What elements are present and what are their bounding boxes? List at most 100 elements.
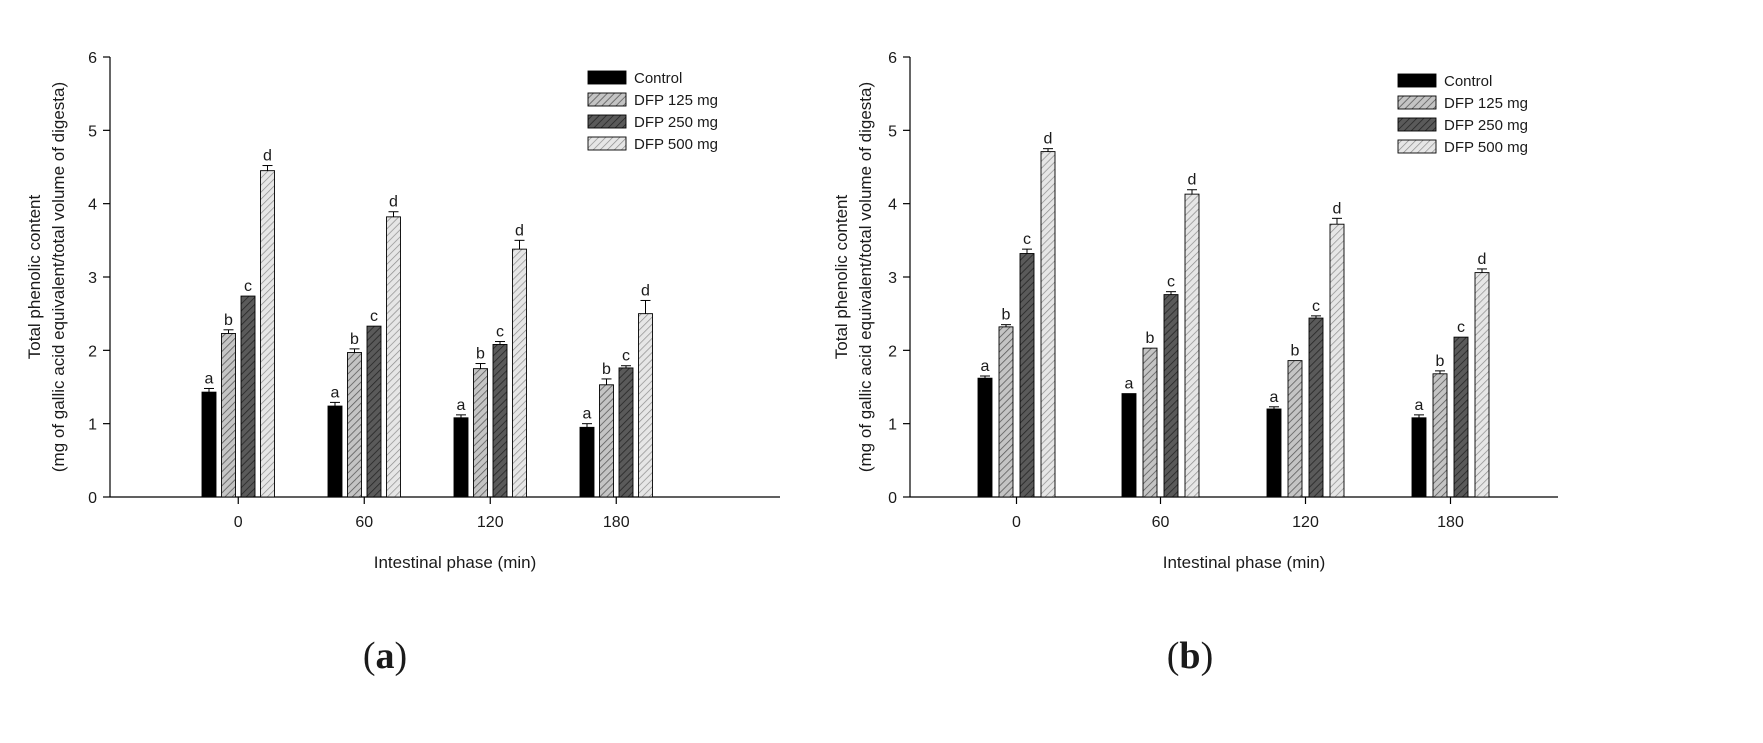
significance-letter-a-s1-c3: b: [602, 361, 611, 378]
significance-letter-a-s3-c2: d: [515, 222, 524, 239]
significance-letter-a-s3-c3: d: [641, 282, 650, 299]
x-tick-label-b-1: 60: [1152, 514, 1170, 531]
legend-label-b-3: DFP 500 mg: [1444, 139, 1528, 156]
bar-b-s2-c0: [1019, 253, 1035, 498]
y-axis-sublabel-a: (mg of gallic acid equivalent/total volu…: [49, 82, 68, 472]
y-tick-label-a-0: 0: [88, 490, 97, 507]
bar-b-s1-c1: [1142, 347, 1158, 498]
bar-b-s3-c2: [1329, 223, 1345, 498]
bar-b-s2-c3: [1453, 336, 1469, 498]
y-tick-label-a-1: 1: [88, 417, 97, 434]
significance-letter-b-s1-c2: b: [1291, 343, 1300, 360]
bar-b-s3-c0: [1040, 151, 1056, 498]
bar-a-s2-c2: [492, 344, 508, 498]
y-tick-label-b-6: 6: [888, 50, 897, 67]
significance-letter-a-s0-c3: a: [583, 406, 592, 423]
significance-letter-a-s2-c0: c: [244, 278, 252, 295]
bar-b-s1-c2: [1287, 360, 1303, 498]
x-axis-label-b: Intestinal phase (min): [1163, 553, 1326, 572]
bar-b-s2-c2: [1308, 317, 1324, 498]
bar-b-s3-c1: [1184, 193, 1200, 498]
legend-swatch-a-1: [587, 92, 627, 107]
significance-letter-a-s2-c1: c: [370, 308, 378, 325]
y-tick-label-b-1: 1: [888, 417, 897, 434]
significance-letter-b-s2-c2: c: [1312, 298, 1320, 315]
significance-letter-a-s3-c0: d: [263, 148, 272, 165]
bar-b-s1-c0: [998, 326, 1014, 498]
bar-a-s0-c0: [201, 391, 217, 498]
legend-swatch-b-2: [1397, 117, 1437, 132]
legend-swatch-a-0: [587, 70, 627, 85]
significance-letter-b-s3-c0: d: [1044, 131, 1053, 148]
bar-a-s2-c3: [618, 367, 634, 498]
significance-letter-b-s3-c1: d: [1188, 172, 1197, 189]
significance-letter-b-s2-c1: c: [1167, 274, 1175, 291]
legend-swatch-a-3: [587, 136, 627, 151]
y-tick-label-a-6: 6: [88, 50, 97, 67]
x-tick-label-b-2: 120: [1292, 514, 1319, 531]
bar-b-s0-c0: [977, 377, 993, 498]
legend-swatch-b-0: [1397, 73, 1437, 88]
bar-a-s3-c2: [512, 248, 527, 498]
y-tick-label-a-5: 5: [88, 123, 97, 140]
x-axis-label-a: Intestinal phase (min): [374, 553, 537, 572]
bar-b-s0-c2: [1266, 408, 1282, 498]
legend-swatch-b-3: [1397, 139, 1437, 154]
x-tick-label-a-2: 120: [477, 514, 504, 531]
y-tick-label-a-2: 2: [88, 343, 97, 360]
significance-letter-a-s2-c3: c: [622, 348, 630, 365]
significance-letter-a-s0-c2: a: [457, 397, 466, 414]
bar-a-s2-c0: [240, 295, 256, 498]
y-tick-label-b-3: 3: [888, 270, 897, 287]
bar-b-s1-c3: [1432, 373, 1448, 498]
legend-label-b-0: Control: [1444, 73, 1492, 90]
y-axis-label-b: Total phenolic content: [832, 195, 851, 360]
bar-b-s0-c3: [1411, 417, 1427, 498]
legend-label-b-2: DFP 250 mg: [1444, 117, 1528, 134]
bar-a-s1-c1: [347, 352, 362, 498]
x-tick-label-a-3: 180: [603, 514, 630, 531]
bar-a-s1-c2: [473, 368, 488, 498]
significance-letter-b-s1-c0: b: [1002, 307, 1011, 324]
bar-a-s3-c1: [386, 216, 401, 498]
y-tick-label-b-4: 4: [888, 197, 897, 214]
significance-letter-a-s0-c0: a: [205, 370, 214, 387]
y-tick-label-b-5: 5: [888, 123, 897, 140]
y-tick-label-b-2: 2: [888, 343, 897, 360]
legend-swatch-a-2: [587, 114, 627, 129]
x-tick-label-b-3: 180: [1437, 514, 1464, 531]
bar-b-s0-c1: [1121, 393, 1137, 498]
legend-label-a-1: DFP 125 mg: [634, 92, 718, 109]
legend-label-a-3: DFP 500 mg: [634, 136, 718, 153]
legend-label-a-0: Control: [634, 70, 682, 87]
bar-a-s0-c1: [327, 405, 343, 498]
bar-a-s2-c1: [366, 325, 382, 498]
significance-letter-b-s0-c3: a: [1415, 397, 1424, 414]
significance-letter-a-s0-c1: a: [331, 384, 340, 401]
significance-letter-b-s3-c3: d: [1478, 251, 1487, 268]
bar-a-s0-c3: [579, 426, 595, 498]
significance-letter-a-s1-c0: b: [224, 312, 233, 329]
significance-letter-a-s2-c2: c: [496, 324, 504, 341]
significance-letter-a-s1-c1: b: [350, 331, 359, 348]
y-axis-sublabel-b: (mg of gallic acid equivalent/total volu…: [856, 82, 875, 472]
legend-swatch-b-1: [1397, 95, 1437, 110]
bar-a-s3-c3: [638, 313, 653, 498]
bar-b-s3-c3: [1474, 272, 1490, 498]
bar-a-s1-c0: [221, 333, 236, 498]
y-tick-label-b-0: 0: [888, 490, 897, 507]
significance-letter-b-s2-c0: c: [1023, 231, 1031, 248]
bar-a-s1-c3: [599, 384, 614, 498]
significance-letter-b-s0-c2: a: [1270, 389, 1279, 406]
x-tick-label-b-0: 0: [1012, 514, 1021, 531]
y-tick-label-a-3: 3: [88, 270, 97, 287]
bar-a-s3-c0: [260, 170, 275, 498]
y-axis-label-a: Total phenolic content: [25, 195, 44, 360]
significance-letter-b-s0-c0: a: [981, 358, 990, 375]
panel-label-a: (a): [363, 635, 407, 677]
significance-letter-a-s3-c1: d: [389, 194, 398, 211]
legend-label-b-1: DFP 125 mg: [1444, 95, 1528, 112]
